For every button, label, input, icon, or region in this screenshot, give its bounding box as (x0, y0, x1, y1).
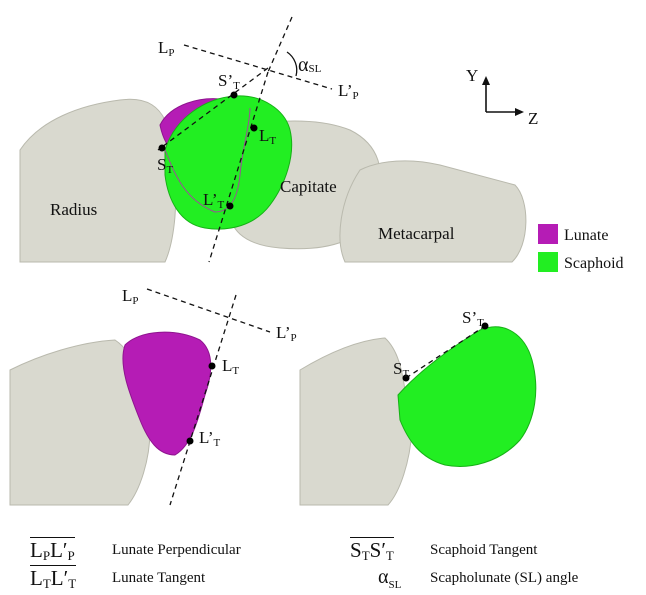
lt-line-bottom-left (169, 294, 237, 506)
key-symbol-lunate-perpendicular: LPL′P (30, 537, 75, 567)
scaphoid-bone-bottom-right (397, 326, 537, 467)
point-stp-bottom-right (481, 322, 489, 330)
label-lpp-bottom-left: L’P (276, 323, 297, 344)
point-lt-top (250, 124, 258, 132)
lt-line-top (208, 71, 269, 263)
z-axis-arrow (515, 108, 524, 116)
label-lt-bottom-left: LT (222, 356, 239, 377)
axes-indicator: Y Z (466, 66, 538, 128)
legend-label-scaphoid: Scaphoid (564, 255, 624, 272)
label-lp-bottom-left: LP (122, 286, 139, 307)
label-st-top: ST (157, 155, 173, 176)
key-text-lunate-tangent: Lunate Tangent (112, 570, 206, 586)
label-lt-top: LT (259, 126, 276, 147)
bottom-right-panel: ST S’T (299, 308, 537, 506)
key-text-alpha: Scapholunate (SL) angle (430, 570, 579, 586)
label-alpha-top: αSL (298, 54, 322, 76)
key-symbol-scaphoid-tangent: STS′T (350, 537, 394, 567)
point-st-bottom-right (402, 374, 410, 382)
point-st-top (158, 144, 166, 152)
legend-swatch-lunate (538, 224, 558, 244)
z-axis-label: Z (528, 109, 538, 128)
legend: Lunate Scaphoid (538, 224, 624, 272)
label-radius: Radius (50, 200, 97, 219)
radius-bone (19, 98, 177, 263)
bottom-left-panel: LP L’P LT L’T (9, 286, 297, 506)
lp-line-top (183, 44, 333, 90)
alpha-line-top (267, 16, 293, 73)
label-stp-bottom-right: S’T (462, 308, 484, 329)
lunate-bone-bottom-left (122, 331, 212, 456)
label-stp-top: S’T (218, 71, 240, 92)
y-axis-label: Y (466, 66, 478, 85)
legend-swatch-scaphoid (538, 252, 558, 272)
label-lp-top: LP (158, 38, 175, 59)
point-lt-bottom-left (208, 362, 216, 370)
lp-line-bottom-left (146, 288, 271, 333)
label-ltp-bottom-left: L’T (199, 428, 221, 449)
label-st-bottom-right: ST (393, 359, 409, 380)
st-line-bottom-right (405, 325, 486, 379)
label-lpp-top: L’P (338, 81, 359, 102)
key-symbol-alpha: αSL (378, 566, 402, 591)
label-ltp-top: L’T (203, 190, 225, 211)
metacarpal-bone (339, 160, 527, 263)
point-st-prime-top (230, 91, 238, 99)
y-axis-arrow (482, 76, 490, 85)
key-text-lunate-perpendicular: Lunate Perpendicular (112, 542, 241, 558)
label-capitate: Capitate (280, 177, 337, 196)
key-symbol-lunate-tangent: LTL′T (30, 565, 77, 595)
radius-bone-bottom-right (299, 337, 413, 506)
label-metacarpal: Metacarpal (378, 224, 455, 243)
point-lt-prime-top (226, 202, 234, 210)
legend-label-lunate: Lunate (564, 227, 608, 244)
top-panel: LP L’P αSL S’T ST LT L’T Radius Capitate… (19, 16, 527, 263)
point-ltp-bottom-left (186, 437, 194, 445)
st-line-top (157, 67, 269, 151)
key-text-scaphoid-tangent: Scaphoid Tangent (430, 542, 538, 558)
scaphoid-bone (164, 95, 293, 230)
alpha-arc (286, 51, 298, 77)
